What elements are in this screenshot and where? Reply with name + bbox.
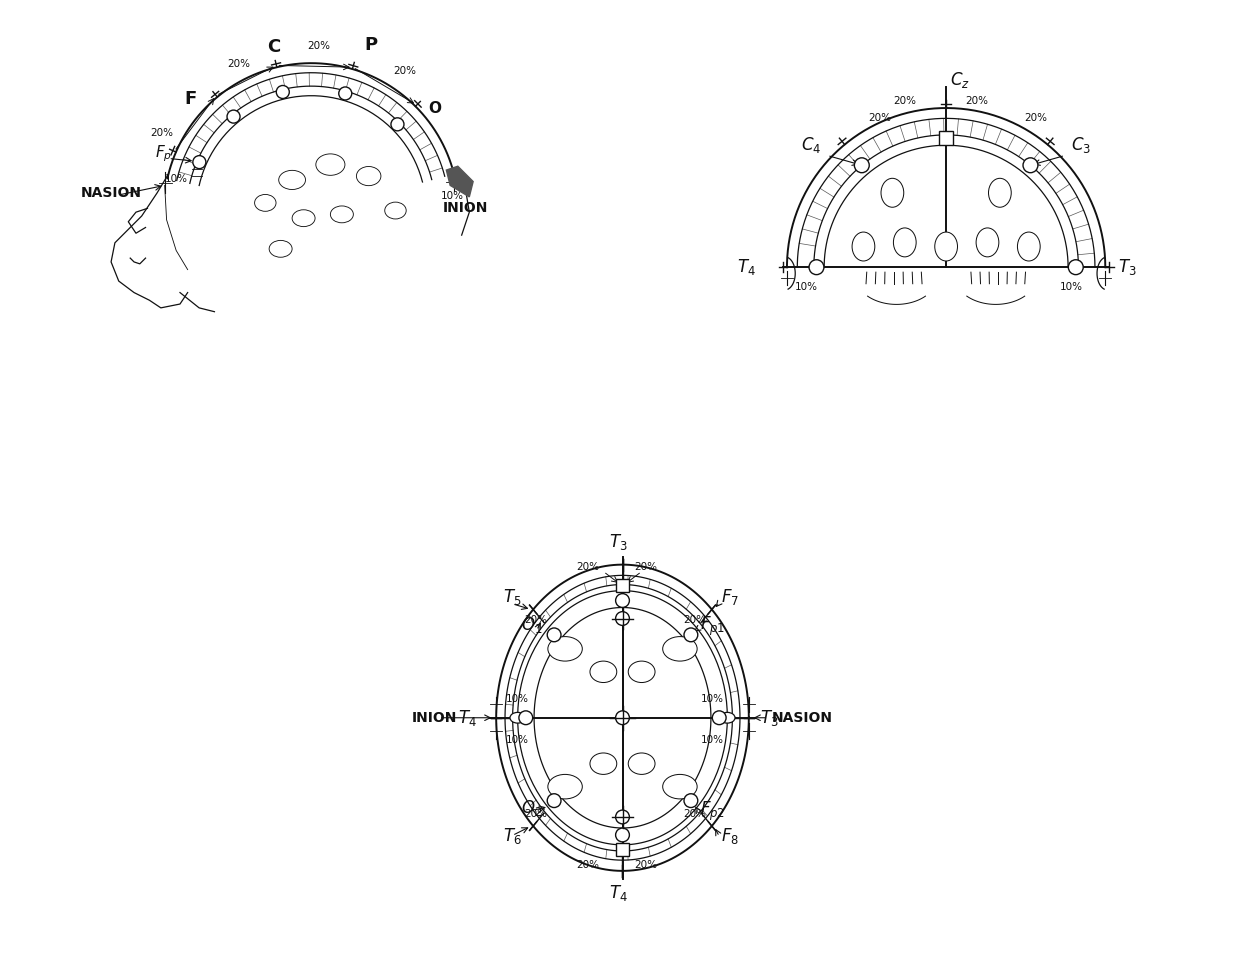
- Polygon shape: [616, 843, 629, 857]
- Text: NASION: NASION: [772, 711, 833, 724]
- Ellipse shape: [881, 178, 904, 208]
- Text: 20%: 20%: [524, 810, 547, 819]
- Text: P: P: [365, 36, 377, 54]
- Text: 20%: 20%: [393, 66, 416, 76]
- Text: 20%: 20%: [634, 562, 657, 571]
- Text: $O_1$: $O_1$: [522, 614, 543, 634]
- Text: INION: INION: [442, 201, 488, 215]
- Ellipse shape: [852, 232, 875, 261]
- Text: $C_3$: $C_3$: [1071, 135, 1092, 155]
- Text: $F_7$: $F_7$: [721, 587, 740, 607]
- Ellipse shape: [254, 194, 276, 211]
- Circle shape: [339, 87, 352, 100]
- Circle shape: [684, 793, 697, 808]
- Ellipse shape: [330, 206, 354, 223]
- Ellipse shape: [356, 167, 381, 186]
- Ellipse shape: [316, 154, 345, 175]
- Text: $F_p$: $F_p$: [154, 144, 172, 164]
- Text: 10%: 10%: [441, 190, 463, 201]
- Text: 10%: 10%: [507, 695, 529, 704]
- Text: 20%: 20%: [684, 614, 706, 625]
- Text: $T_4$: $T_4$: [609, 882, 627, 902]
- Text: 20%: 20%: [1025, 113, 1047, 122]
- Text: $F_{p1}$: $F_{p1}$: [700, 614, 725, 637]
- Ellipse shape: [590, 661, 616, 682]
- Circle shape: [615, 711, 630, 724]
- Text: 10%: 10%: [701, 695, 723, 704]
- Circle shape: [391, 118, 403, 131]
- Text: 10%: 10%: [701, 735, 723, 745]
- Circle shape: [615, 810, 630, 824]
- Text: 20%: 20%: [966, 96, 989, 106]
- Circle shape: [548, 628, 561, 642]
- Text: 20%: 20%: [149, 128, 173, 138]
- Text: $F_{p2}$: $F_{p2}$: [700, 800, 725, 823]
- Text: 20%: 20%: [524, 614, 547, 625]
- Ellipse shape: [590, 753, 616, 774]
- Ellipse shape: [279, 170, 305, 189]
- Text: O: O: [428, 100, 442, 116]
- Text: INION: INION: [412, 711, 457, 724]
- Text: $T_6$: $T_6$: [503, 826, 522, 846]
- Text: C: C: [266, 38, 280, 56]
- Polygon shape: [447, 167, 473, 197]
- Ellipse shape: [662, 636, 697, 661]
- Text: 10%: 10%: [507, 735, 529, 745]
- Ellipse shape: [935, 232, 957, 261]
- Circle shape: [854, 158, 869, 172]
- Ellipse shape: [976, 228, 998, 256]
- Ellipse shape: [548, 636, 583, 661]
- Circle shape: [712, 711, 726, 724]
- Text: 20%: 20%: [634, 859, 657, 870]
- Ellipse shape: [894, 228, 916, 256]
- Text: $T_4$: $T_4$: [458, 708, 477, 727]
- Circle shape: [193, 156, 205, 168]
- Ellipse shape: [1017, 232, 1040, 261]
- Ellipse shape: [662, 774, 697, 799]
- Circle shape: [615, 828, 630, 842]
- Text: $T_3$: $T_3$: [609, 532, 627, 552]
- Text: 10%: 10%: [1059, 282, 1083, 292]
- Polygon shape: [616, 579, 629, 592]
- Circle shape: [1023, 158, 1038, 172]
- Text: $T_5$: $T_5$: [503, 587, 522, 607]
- Circle shape: [276, 85, 289, 99]
- Ellipse shape: [385, 202, 406, 219]
- Text: 20%: 20%: [576, 859, 600, 870]
- Text: $C_4$: $C_4$: [801, 135, 820, 155]
- Ellipse shape: [510, 712, 525, 723]
- Ellipse shape: [548, 774, 583, 799]
- Polygon shape: [939, 130, 954, 145]
- Circle shape: [548, 793, 561, 808]
- Circle shape: [615, 612, 630, 626]
- Text: 20%: 20%: [893, 96, 916, 106]
- Ellipse shape: [629, 661, 655, 682]
- Circle shape: [519, 711, 533, 724]
- Circle shape: [615, 593, 630, 608]
- Ellipse shape: [269, 240, 293, 257]
- Text: 10%: 10%: [796, 282, 818, 292]
- Text: 20%: 20%: [227, 59, 250, 69]
- Text: $T_4$: $T_4$: [737, 257, 756, 278]
- Text: 20%: 20%: [868, 113, 891, 122]
- Text: $F_8$: $F_8$: [721, 826, 740, 846]
- Text: 10%: 10%: [164, 174, 188, 184]
- Text: 20%: 20%: [576, 562, 600, 571]
- Text: $O_2$: $O_2$: [522, 798, 543, 818]
- Ellipse shape: [629, 753, 655, 774]
- Ellipse shape: [293, 210, 315, 227]
- Ellipse shape: [989, 178, 1011, 208]
- Circle shape: [809, 259, 824, 275]
- Text: $T_3$: $T_3$: [1118, 257, 1137, 278]
- Text: 20%: 20%: [684, 810, 706, 819]
- Text: NASION: NASION: [81, 186, 142, 200]
- Circle shape: [684, 628, 697, 642]
- Circle shape: [1068, 259, 1083, 275]
- Text: 20%: 20%: [306, 41, 330, 51]
- Circle shape: [227, 110, 240, 123]
- Text: F: F: [184, 90, 197, 108]
- Ellipse shape: [720, 712, 735, 723]
- Text: $T_3$: $T_3$: [761, 708, 779, 727]
- Text: $C_z$: $C_z$: [950, 70, 970, 90]
